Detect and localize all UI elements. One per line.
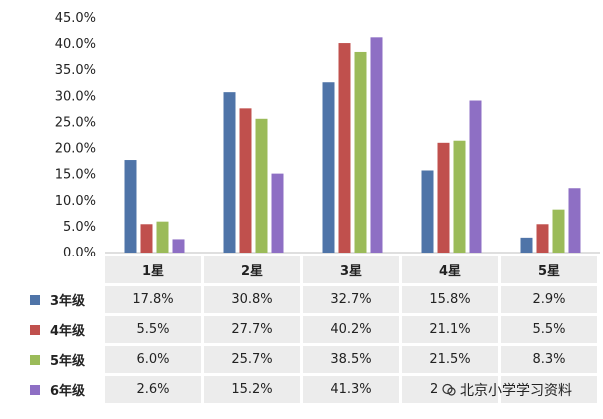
watermark-text: 北京小学学习资料 — [460, 383, 572, 399]
legend-item-grade4: 4年级 — [30, 316, 105, 343]
bar — [255, 118, 268, 254]
table-row-grade5: 5年级 6.0% 25.7% 38.5% 21.5% 8.3% — [0, 346, 603, 375]
y-tick-label: 5.0% — [63, 220, 96, 235]
watermark: 北京小学学习资料 — [442, 380, 572, 400]
table-cell: 21.5% — [402, 346, 498, 373]
bar — [271, 173, 284, 253]
header-cell-2: 2星 — [204, 256, 300, 283]
legend-item-grade6: 6年级 — [30, 376, 105, 403]
header-cell-1: 1星 — [105, 256, 201, 283]
bar — [172, 239, 185, 253]
legend-swatch — [30, 384, 40, 395]
legend-label: 3年级 — [50, 294, 86, 309]
table-cell: 15.2% — [204, 376, 300, 403]
legend-swatch — [30, 294, 40, 305]
legend-swatch — [30, 324, 40, 335]
y-tick-label: 40.0% — [55, 37, 96, 52]
table-cell: 2.9% — [501, 286, 597, 313]
header-cell-3: 3星 — [303, 256, 399, 283]
legend-item-grade3: 3年级 — [30, 286, 105, 313]
bar — [124, 160, 137, 253]
bar — [370, 37, 383, 254]
header-cell-4: 4星 — [402, 256, 498, 283]
table-cell: 8.3% — [501, 346, 597, 373]
y-tick-label: 10.0% — [55, 194, 96, 209]
table-cell: 2 — [402, 376, 498, 403]
bar — [338, 43, 351, 253]
table-cell: 41.3% — [303, 376, 399, 403]
table-cell: 30.8% — [204, 286, 300, 313]
header-cell-5: 5星 — [501, 256, 597, 283]
bar — [421, 170, 434, 253]
legend-swatch — [30, 354, 40, 365]
table-cell: 5.5% — [501, 316, 597, 343]
legend-label: 6年级 — [50, 384, 86, 399]
table-cell: 17.8% — [105, 286, 201, 313]
bar — [156, 221, 169, 253]
bar — [568, 188, 581, 253]
table-cell: 32.7% — [303, 286, 399, 313]
table-cell: 5.5% — [105, 316, 201, 343]
y-tick-label: 15.0% — [55, 168, 96, 183]
wechat-icon — [442, 383, 456, 396]
y-axis: 0.0% 5.0% 10.0% 15.0% 20.0% 25.0% 30.0% 35.0% 40… — [55, 11, 96, 256]
y-tick-label: 20.0% — [55, 142, 96, 157]
bar-chart: 0.0% 5.0% 10.0% 15.0% 20.0% 25.0% 30.0% 35.0% 40… — [55, 11, 600, 256]
bars-group — [124, 37, 581, 254]
bar — [469, 100, 482, 253]
table-cell: 21.1% — [402, 316, 498, 343]
table-cell: 38.5% — [303, 346, 399, 373]
y-tick-label: 0.0% — [63, 246, 96, 256]
bar — [552, 209, 565, 253]
y-tick-label: 45.0% — [55, 11, 96, 26]
legend-item-grade5: 5年级 — [30, 346, 105, 373]
bar — [140, 224, 153, 253]
legend-label: 5年级 — [50, 354, 86, 369]
bar — [354, 51, 367, 253]
table-cell: 25.7% — [204, 346, 300, 373]
table-cell: 2.6% — [105, 376, 201, 403]
table-cell: 15.8% — [402, 286, 498, 313]
table-row-grade6: 6年级 2.6% 15.2% 41.3% 2 — [0, 376, 603, 405]
bar — [453, 140, 466, 253]
bar — [239, 108, 252, 253]
table-row-grade3: 3年级 17.8% 30.8% 32.7% 15.8% 2.9% — [0, 286, 603, 315]
table-cell: 27.7% — [204, 316, 300, 343]
table-cell: 40.2% — [303, 316, 399, 343]
y-tick-label: 30.0% — [55, 89, 96, 104]
bar — [520, 237, 533, 253]
y-tick-label: 35.0% — [55, 63, 96, 78]
table-cell: 6.0% — [105, 346, 201, 373]
bar — [437, 142, 450, 253]
bar — [536, 224, 549, 253]
legend-label: 4年级 — [50, 324, 86, 339]
table-cell — [501, 376, 597, 403]
table-row-grade4: 4年级 5.5% 27.7% 40.2% 21.1% 5.5% — [0, 316, 603, 345]
table-header-row: 1星 2星 3星 4星 5星 — [0, 256, 603, 285]
bar — [223, 92, 236, 254]
y-tick-label: 25.0% — [55, 115, 96, 130]
bar — [322, 82, 335, 253]
